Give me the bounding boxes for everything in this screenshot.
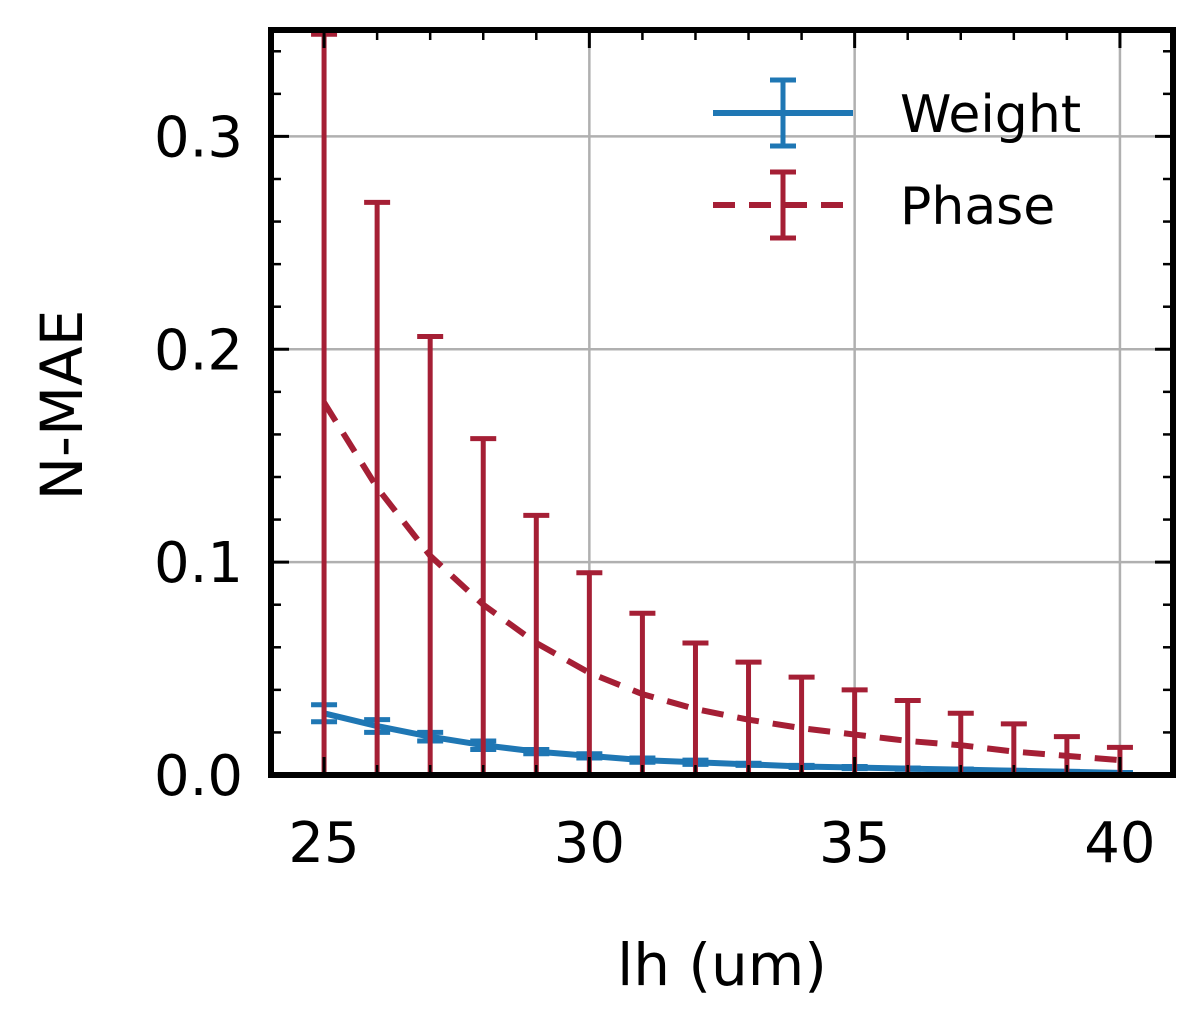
x-axis-title: lh (um) (617, 931, 827, 999)
x-tick-label: 40 (1084, 811, 1155, 876)
y-tick-label: 0.0 (154, 744, 243, 809)
legend: Weight Phase (713, 77, 1081, 241)
y-axis-title: N-MAE (28, 310, 96, 501)
plot-area (311, 31, 1133, 776)
legend-label-weight: Weight (900, 85, 1081, 145)
y-tick-label: 0.3 (154, 105, 243, 170)
y-tick-label: 0.1 (154, 531, 243, 596)
legend-label-phase: Phase (900, 177, 1055, 237)
axes-border (268, 27, 1176, 778)
series-line-weight (323, 710, 1121, 776)
y-tick-label: 0.2 (154, 318, 243, 383)
x-tick-label: 35 (819, 811, 890, 876)
series-line-phase (321, 400, 1121, 764)
axes-frame (268, 27, 1176, 778)
x-tick-label: 25 (288, 811, 359, 876)
x-tick-label: 30 (554, 811, 625, 876)
tick-labels: 25 30 35 40 0.0 0.1 0.2 0.3 (154, 105, 1156, 876)
